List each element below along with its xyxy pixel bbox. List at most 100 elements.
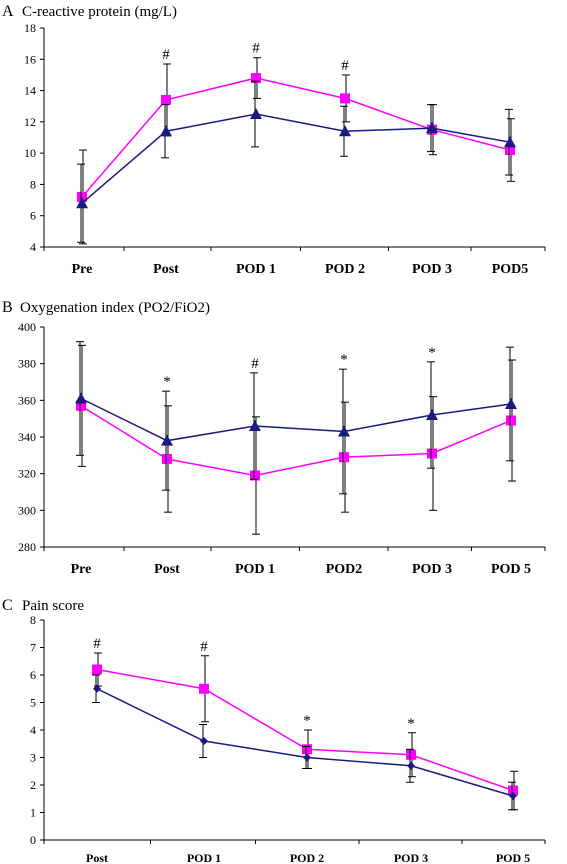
data-point: [506, 415, 516, 426]
panel-letter-c: C: [2, 597, 13, 614]
data-point: [200, 737, 208, 745]
significance-marker: *: [407, 716, 415, 732]
y-tick-label: 2: [30, 778, 36, 792]
data-point: [426, 122, 438, 134]
data-point: [427, 448, 437, 459]
y-tick-label: 300: [18, 503, 36, 517]
panel-b-title: Oxygenation index (PO2/FiO2): [20, 300, 210, 316]
data-point: [162, 454, 172, 464]
data-point: [76, 400, 86, 411]
x-tick-label: POD 2: [290, 851, 324, 864]
data-point: [76, 197, 88, 209]
x-tick-label: POD 1: [236, 262, 276, 277]
data-point: [161, 94, 171, 105]
panel-letter-b: B: [2, 299, 13, 316]
significance-marker: #: [252, 41, 260, 57]
x-tick-label: POD 3: [412, 262, 452, 277]
y-tick-label: 400: [18, 320, 36, 334]
y-tick-label: 6: [30, 668, 36, 682]
y-tick-label: 18: [24, 21, 36, 35]
significance-marker: #: [162, 47, 170, 63]
data-point: [406, 749, 416, 760]
y-tick-label: 8: [30, 613, 36, 627]
y-tick-label: 5: [30, 696, 36, 710]
data-point: [339, 452, 349, 463]
plot-oxygenation: 280 300 320 340 360 380 400 Pre Post POD 1 POD2 POD…: [18, 320, 546, 577]
data-point: [75, 392, 87, 404]
series-line: [96, 688, 514, 797]
significance-marker: #: [200, 639, 208, 655]
data-point: [249, 420, 261, 431]
series-line: [80, 397, 512, 442]
significance-marker: #: [341, 58, 349, 74]
y-tick-label: 280: [18, 540, 36, 554]
y-tick-label: 4: [30, 723, 36, 737]
data-point: [160, 125, 172, 137]
y-tick-label: 4: [30, 240, 36, 254]
y-tick-label: 340: [18, 430, 36, 444]
data-point: [250, 108, 262, 120]
data-point: [92, 664, 102, 675]
data-point: [199, 683, 209, 694]
x-tick-label: Post: [86, 851, 108, 864]
data-point: [505, 145, 515, 156]
data-point: [93, 684, 101, 693]
data-point: [251, 73, 261, 84]
x-tick-label: Pre: [72, 262, 93, 277]
y-tick-label: 320: [18, 467, 36, 481]
panel-letter-a: A: [2, 3, 14, 20]
panel-c: C Pain score 0 1 2 3 4 5 6 7 8 Post POD 1 POD 2 POD …: [2, 597, 546, 864]
y-tick-label: 360: [18, 393, 36, 407]
y-tick-label: 6: [30, 209, 36, 223]
x-tick-label: POD5: [492, 262, 529, 277]
data-point: [340, 93, 350, 104]
y-tick-label: 10: [24, 146, 36, 160]
panel-a: A C-reactive protein (mg/L) 4 6 8 10 12 14 16 1…: [2, 3, 546, 277]
data-point: [77, 191, 87, 202]
y-tick-label: 380: [18, 357, 36, 371]
plot-pain: 0 1 2 3 4 5 6 7 8 Post POD 1 POD 2 POD 3 POD 5 # # * *: [30, 613, 546, 864]
y-tick-label: 7: [30, 641, 36, 655]
data-point: [338, 425, 350, 437]
x-tick-label: POD 3: [394, 851, 428, 864]
data-point: [161, 434, 173, 446]
data-point: [508, 785, 518, 796]
x-tick-label: POD 5: [491, 562, 531, 577]
x-tick-label: POD 5: [496, 851, 530, 864]
significance-marker: #: [93, 636, 101, 652]
significance-marker: *: [163, 374, 171, 390]
y-tick-label: 12: [24, 115, 36, 129]
panel-c-title: Pain score: [22, 598, 84, 614]
data-point: [339, 125, 351, 137]
series-line: [81, 113, 511, 204]
panel-a-title: C-reactive protein (mg/L): [22, 4, 177, 20]
x-tick-label: POD 3: [412, 562, 452, 577]
data-point: [505, 398, 517, 409]
y-tick-label: 14: [24, 84, 36, 98]
data-point: [509, 792, 517, 800]
data-point: [407, 761, 415, 770]
y-tick-label: 1: [30, 806, 36, 820]
x-tick-label: Post: [153, 262, 179, 277]
data-point: [302, 744, 312, 755]
plot-crp: 4 6 8 10 12 14 16 18 Pre Post POD 1 POD 2 POD 3 POD5 #…: [24, 21, 546, 277]
series-line: [80, 405, 512, 477]
significance-marker: #: [251, 356, 259, 372]
data-point: [303, 753, 311, 762]
x-tick-label: POD 1: [235, 562, 275, 577]
x-tick-label: Pre: [71, 562, 92, 577]
panel-b: B Oxygenation index (PO2/FiO2) 280 300 320…: [2, 299, 546, 577]
x-tick-label: POD 2: [325, 262, 365, 277]
significance-marker: *: [303, 713, 311, 729]
y-tick-label: 8: [30, 177, 36, 191]
data-point: [426, 409, 438, 420]
series-line: [81, 77, 511, 198]
y-tick-label: 16: [24, 52, 36, 66]
data-point: [250, 470, 260, 481]
y-tick-label: 0: [30, 833, 36, 847]
x-tick-label: POD2: [326, 562, 363, 577]
x-tick-label: Post: [154, 562, 180, 577]
data-point: [504, 136, 516, 148]
significance-marker: *: [340, 352, 348, 368]
